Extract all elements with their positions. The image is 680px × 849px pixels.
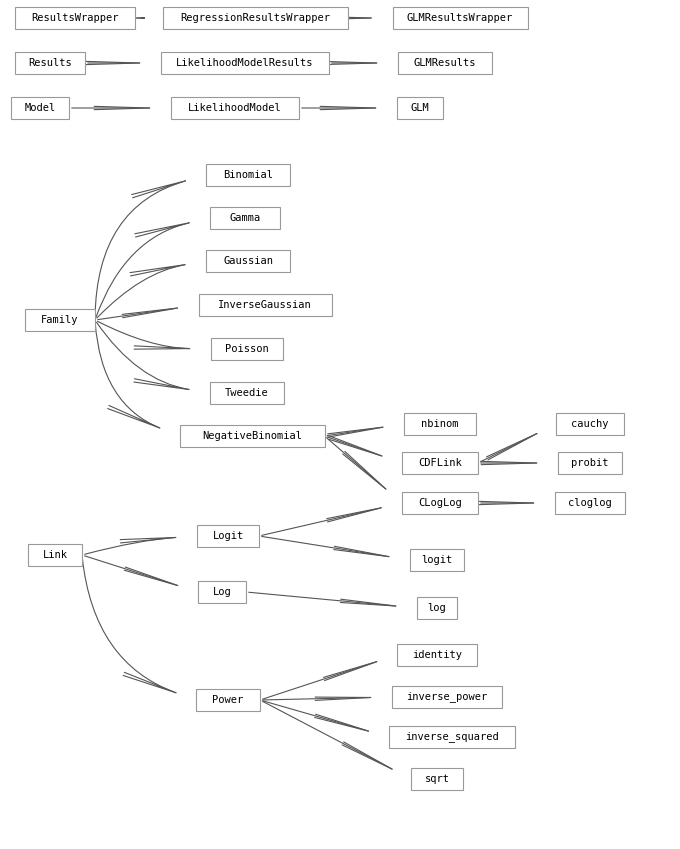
Text: GLM: GLM [411, 103, 429, 113]
Text: RegressionResultsWrapper: RegressionResultsWrapper [180, 13, 330, 23]
Text: cloglog: cloglog [568, 498, 612, 508]
Bar [558, 452, 622, 474]
Bar [417, 597, 457, 619]
Bar [11, 97, 69, 119]
Text: inverse_squared: inverse_squared [405, 732, 499, 743]
Bar [15, 7, 135, 29]
Text: Family: Family [41, 315, 79, 325]
Text: Power: Power [212, 695, 243, 705]
Text: Gamma: Gamma [229, 213, 260, 223]
Text: log: log [428, 603, 446, 613]
Bar [404, 413, 476, 435]
Text: InverseGaussian: InverseGaussian [218, 300, 312, 310]
Bar [397, 644, 477, 666]
Text: GLMResults: GLMResults [413, 58, 476, 68]
Bar [210, 382, 284, 404]
Text: Logit: Logit [212, 531, 243, 541]
Bar [411, 768, 463, 790]
Text: nbinom: nbinom [421, 419, 459, 429]
Bar [180, 425, 324, 447]
Text: Gaussian: Gaussian [223, 256, 273, 266]
Text: Model: Model [24, 103, 56, 113]
Text: sqrt: sqrt [424, 774, 449, 784]
Text: Poisson: Poisson [225, 344, 269, 354]
Bar [163, 7, 347, 29]
Bar [555, 492, 625, 514]
Bar [197, 525, 259, 547]
Text: Log: Log [213, 587, 231, 597]
Bar [25, 309, 95, 331]
Text: LikelihoodModel: LikelihoodModel [188, 103, 282, 113]
Bar [398, 52, 492, 74]
Bar [211, 338, 283, 360]
Text: logit: logit [422, 555, 453, 565]
Text: inverse_power: inverse_power [407, 692, 488, 702]
Bar [206, 250, 290, 272]
Bar [392, 7, 528, 29]
Bar [196, 689, 260, 711]
Bar [206, 164, 290, 186]
Bar [199, 294, 332, 316]
Bar [402, 492, 478, 514]
Text: NegativeBinomial: NegativeBinomial [202, 431, 302, 441]
Bar [210, 207, 280, 229]
Bar [28, 544, 82, 566]
Bar [392, 686, 502, 708]
Bar [402, 452, 478, 474]
Text: CDFLink: CDFLink [418, 458, 462, 468]
Text: probit: probit [571, 458, 609, 468]
Text: LikelihoodModelResults: LikelihoodModelResults [176, 58, 313, 68]
Text: Link: Link [42, 550, 67, 560]
Text: Tweedie: Tweedie [225, 388, 269, 398]
Bar [198, 581, 246, 603]
Bar [397, 97, 443, 119]
Bar [161, 52, 329, 74]
Bar [15, 52, 85, 74]
Bar [410, 549, 464, 571]
Text: ResultsWrapper: ResultsWrapper [31, 13, 119, 23]
Text: identity: identity [412, 650, 462, 660]
Text: GLMResultsWrapper: GLMResultsWrapper [407, 13, 513, 23]
Bar [389, 726, 515, 748]
Text: cauchy: cauchy [571, 419, 609, 429]
Text: CLogLog: CLogLog [418, 498, 462, 508]
Bar [556, 413, 624, 435]
Text: Results: Results [28, 58, 72, 68]
Text: Binomial: Binomial [223, 170, 273, 180]
Bar [171, 97, 299, 119]
